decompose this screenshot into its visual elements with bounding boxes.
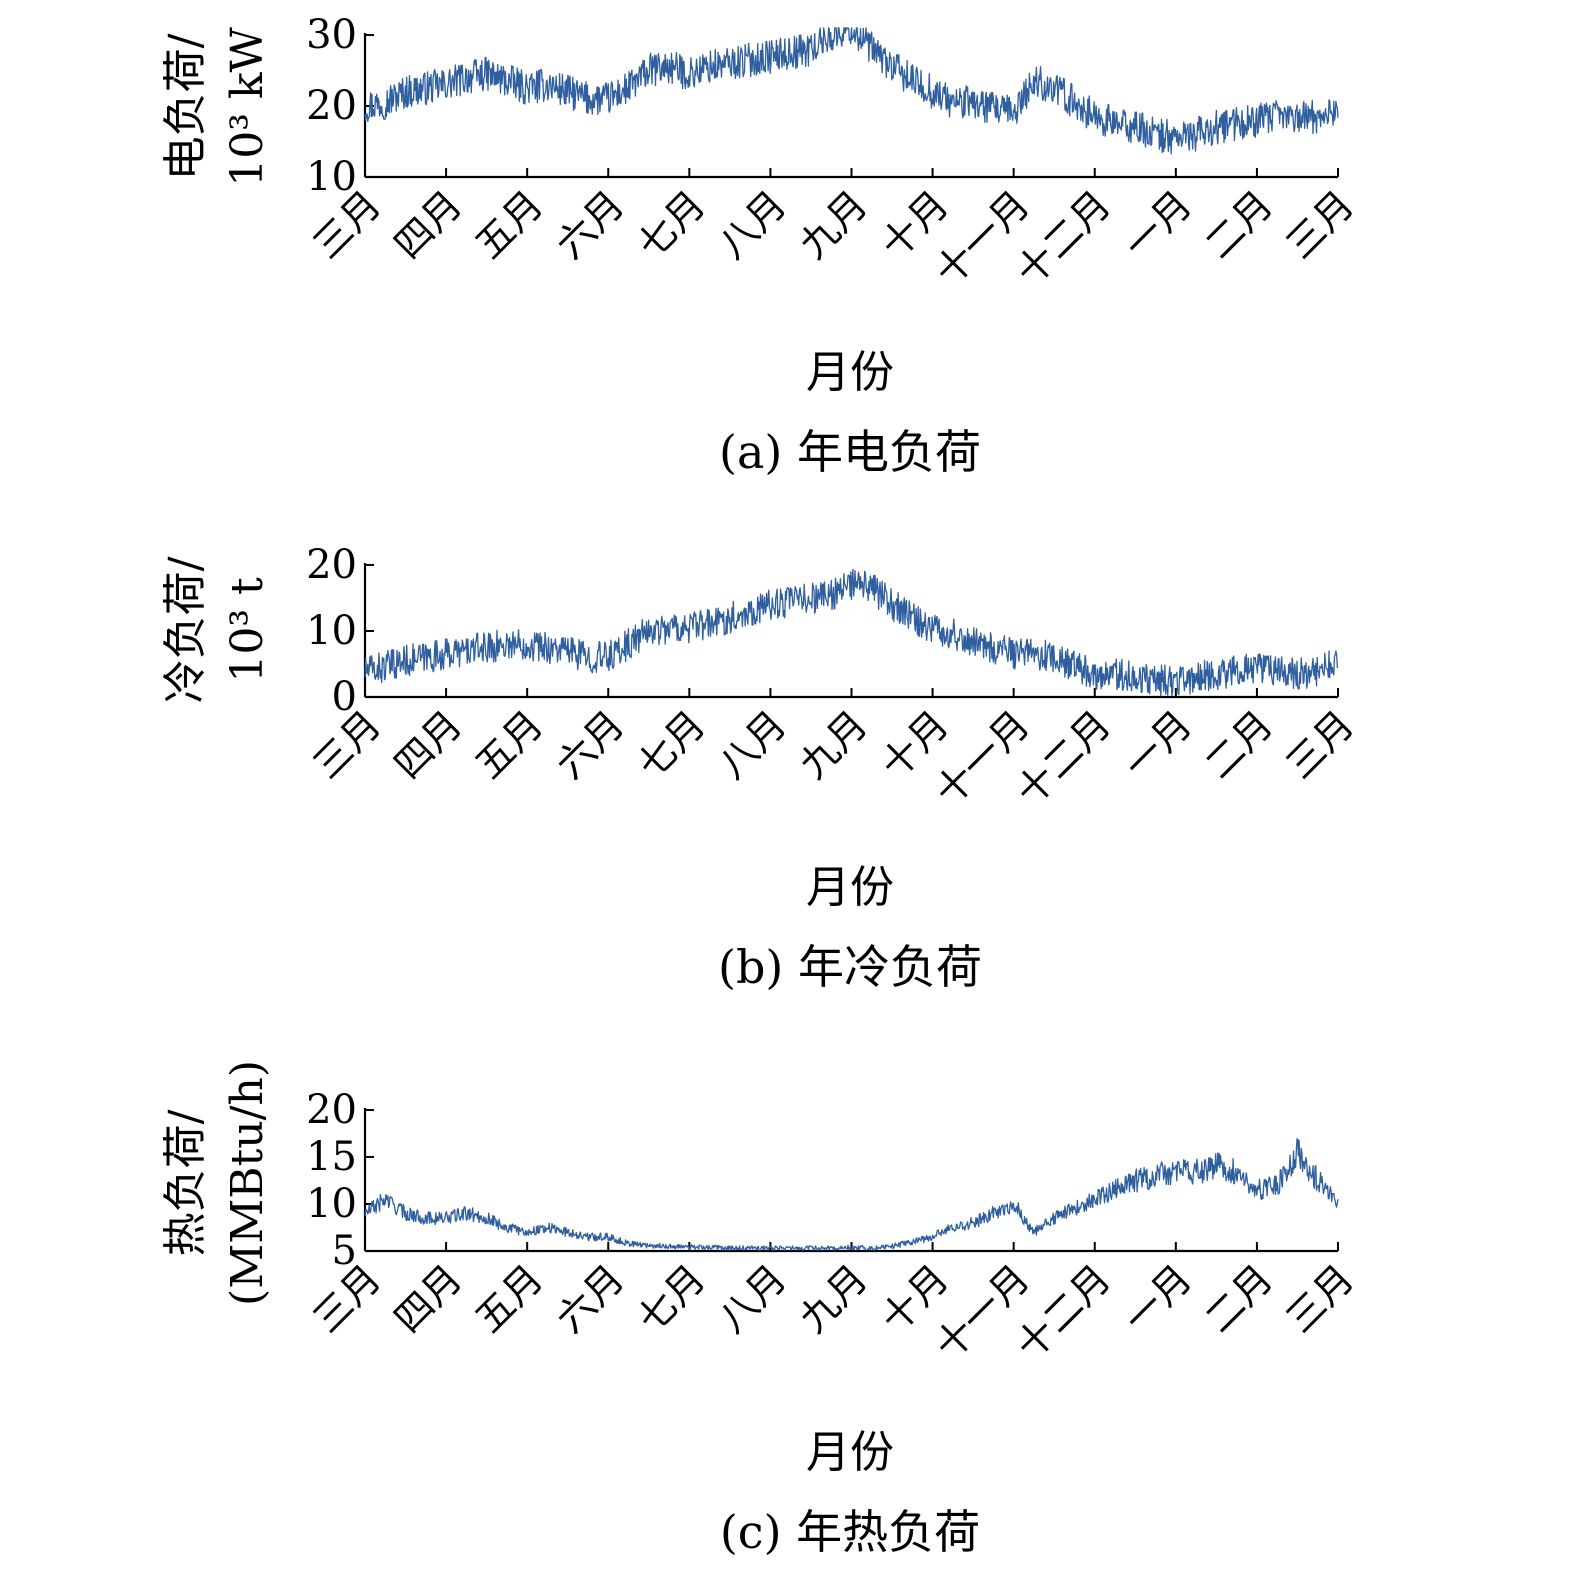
y-tick-label: 10 — [306, 1181, 357, 1227]
x-tick-label-month: 一月 — [1115, 702, 1200, 787]
panel-c-ylabel-line1: 热负荷/ — [160, 1109, 211, 1256]
x-tick-label-month: 三月 — [1278, 702, 1363, 787]
panel-heating-load: 热负荷/ (MMBtu/h) 5101520三月四月五月六月七月八月九月十月十一… — [160, 1060, 1362, 1559]
y-tick-label: 10 — [306, 154, 357, 200]
x-tick-label-month: 三月 — [305, 1256, 390, 1341]
panel-cooling-load: 冷负荷/ 10³ t 01020三月四月五月六月七月八月九月十月十一月十二月一月… — [160, 542, 1362, 994]
series-line — [364, 568, 1339, 697]
panel-electric-load: 电负荷/ 10³ kW 102030三月四月五月六月七月八月九月十月十一月十二月… — [160, 12, 1362, 479]
panel-c-ylabel-line2: (MMBtu/h) — [222, 1060, 273, 1306]
x-tick-label-month: 五月 — [467, 702, 552, 787]
x-tick-label-month: 二月 — [1196, 702, 1281, 787]
y-tick-label: 15 — [306, 1134, 357, 1180]
x-tick-label-month: 五月 — [467, 1256, 552, 1341]
x-tick-label-month: 三月 — [1278, 182, 1363, 267]
x-tick-label-month: 十二月 — [1007, 182, 1119, 294]
x-tick-label-month: 四月 — [386, 182, 471, 267]
panel-b-xlabel: 月份 — [806, 862, 894, 913]
y-tick-label: 5 — [332, 1228, 357, 1274]
x-tick-label-month: 四月 — [386, 1256, 471, 1341]
x-tick-label-month: 三月 — [305, 702, 390, 787]
x-tick-label-month: 七月 — [629, 1256, 714, 1341]
y-tick-label: 10 — [306, 608, 357, 654]
y-tick-label: 20 — [306, 1087, 357, 1133]
x-tick-label-month: 五月 — [467, 182, 552, 267]
x-tick-label-month: 九月 — [791, 1256, 876, 1341]
panel-a-xlabel: 月份 — [806, 347, 894, 398]
panel-b-ylabel-line1: 冷负荷/ — [160, 556, 211, 703]
x-tick-label-month: 四月 — [386, 702, 471, 787]
x-tick-label-month: 六月 — [548, 702, 633, 787]
series-line — [364, 1138, 1339, 1252]
y-tick-label: 20 — [306, 83, 357, 129]
y-tick-label: 20 — [306, 542, 357, 588]
x-tick-label-month: 一月 — [1115, 182, 1200, 267]
x-tick-label-month: 七月 — [629, 702, 714, 787]
x-tick-label-month: 一月 — [1115, 1256, 1200, 1341]
panel-a-caption: (a) 年电负荷 — [719, 425, 981, 479]
x-tick-label-month: 十二月 — [1007, 702, 1119, 814]
x-tick-label-month: 十二月 — [1007, 1256, 1119, 1368]
series-line — [364, 27, 1339, 155]
panel-b-caption: (b) 年冷负荷 — [718, 940, 982, 994]
y-tick-label: 30 — [306, 12, 357, 58]
panel-c-xlabel: 月份 — [806, 1427, 894, 1478]
panel-a-ylabel-line2: 10³ kW — [222, 26, 273, 186]
x-tick-label-month: 二月 — [1196, 1256, 1281, 1341]
x-tick-label-month: 九月 — [791, 702, 876, 787]
x-tick-label-month: 三月 — [1278, 1256, 1363, 1341]
x-tick-label-month: 七月 — [629, 182, 714, 267]
x-tick-label-month: 八月 — [710, 702, 795, 787]
panel-a-ylabel-line1: 电负荷/ — [160, 33, 211, 180]
x-tick-label-month: 八月 — [710, 1256, 795, 1341]
y-tick-label: 0 — [332, 674, 357, 720]
x-tick-label-month: 六月 — [548, 1256, 633, 1341]
x-tick-label-month: 二月 — [1196, 182, 1281, 267]
x-tick-label-month: 八月 — [710, 182, 795, 267]
panel-b-ylabel-line2: 10³ t — [222, 577, 273, 683]
panel-c-caption: (c) 年热负荷 — [720, 1505, 980, 1559]
x-tick-label-month: 六月 — [548, 182, 633, 267]
x-tick-label-month: 九月 — [791, 182, 876, 267]
